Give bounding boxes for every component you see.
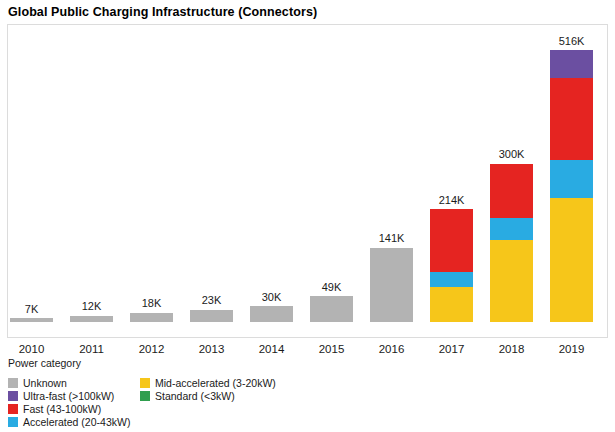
bar-2014-unknown (250, 306, 293, 322)
x-tick-2015: 2015 (302, 343, 362, 355)
bar-2017-mid-accelerated-3-20kw (430, 287, 473, 322)
bar-2010-unknown (10, 318, 53, 322)
x-tick-2012: 2012 (122, 343, 182, 355)
value-label-2011: 12K (62, 300, 122, 312)
legend-swatch-ultra-fast (8, 391, 18, 401)
legend-label-standard: Standard (<3kW) (155, 390, 235, 402)
bar-2019-fast-43-100kw (550, 78, 593, 159)
chart-title: Global Public Charging Infrastructure (C… (8, 5, 317, 19)
value-label-2014: 30K (242, 291, 302, 303)
legend-swatch-unknown (8, 378, 18, 388)
legend-label-ultra-fast: Ultra-fast (>100kW) (23, 390, 114, 402)
legend-label-unknown: Unknown (23, 377, 67, 389)
x-tick-2019: 2019 (542, 343, 602, 355)
value-label-2017: 214K (422, 194, 482, 206)
x-tick-2017: 2017 (422, 343, 482, 355)
legend-swatch-accelerated (8, 417, 18, 427)
value-label-2016: 141K (362, 232, 422, 244)
bar-2019-mid-accelerated-3-20kw (550, 198, 593, 322)
legend-label-fast: Fast (43-100kW) (23, 403, 101, 415)
legend-item-accelerated: Accelerated (20-43kW) (8, 416, 130, 428)
x-tick-2010: 2010 (2, 343, 62, 355)
bar-2017-accelerated-20-43kw (430, 272, 473, 286)
legend-item-fast: Fast (43-100kW) (8, 403, 101, 415)
bar-2018-mid-accelerated-3-20kw (490, 240, 533, 322)
x-tick-2014: 2014 (242, 343, 302, 355)
legend-header: Power category (8, 357, 81, 369)
legend-item-unknown: Unknown (8, 377, 67, 389)
legend-swatch-mid-accelerated (140, 378, 150, 388)
bar-2011-unknown (70, 316, 113, 322)
x-tick-2011: 2011 (62, 343, 122, 355)
legend-swatch-standard (140, 391, 150, 401)
bar-2017-fast-43-100kw (430, 209, 473, 272)
legend-item-mid-accelerated: Mid-accelerated (3-20kW) (140, 377, 276, 389)
bar-2018-accelerated-20-43kw (490, 218, 533, 240)
value-label-2013: 23K (182, 294, 242, 306)
value-label-2019: 516K (542, 35, 602, 47)
x-tick-2013: 2013 (182, 343, 242, 355)
bar-2013-unknown (190, 310, 233, 322)
bar-2015-unknown (310, 296, 353, 322)
legend-item-standard: Standard (<3kW) (140, 390, 235, 402)
bar-2019-ultra-fast-100kw (550, 50, 593, 78)
legend-swatch-fast (8, 404, 18, 414)
legend-item-ultra-fast: Ultra-fast (>100kW) (8, 390, 114, 402)
value-label-2015: 49K (302, 281, 362, 293)
value-label-2018: 300K (482, 148, 542, 160)
chart-figure: Global Public Charging Infrastructure (C… (0, 0, 615, 432)
bar-2012-unknown (130, 313, 173, 322)
value-label-2012: 18K (122, 297, 182, 309)
x-tick-2018: 2018 (482, 343, 542, 355)
legend-label-mid-accelerated: Mid-accelerated (3-20kW) (155, 377, 276, 389)
value-label-2010: 7K (2, 303, 62, 315)
x-tick-2016: 2016 (362, 343, 422, 355)
bar-2018-fast-43-100kw (490, 164, 533, 218)
bar-2016-unknown (370, 248, 413, 322)
bar-2019-accelerated-20-43kw (550, 160, 593, 198)
legend-label-accelerated: Accelerated (20-43kW) (23, 416, 130, 428)
